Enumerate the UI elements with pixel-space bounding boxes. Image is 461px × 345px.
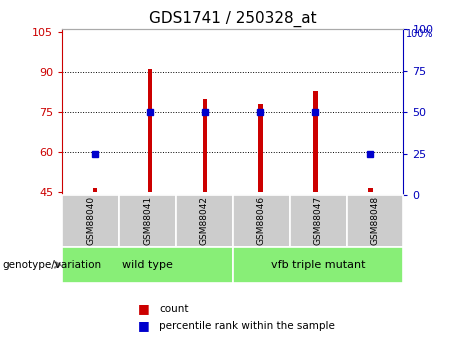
Title: GDS1741 / 250328_at: GDS1741 / 250328_at <box>149 10 317 27</box>
Text: count: count <box>159 304 189 314</box>
Text: GSM88041: GSM88041 <box>143 196 152 245</box>
Text: 100%: 100% <box>406 29 433 39</box>
Bar <box>313 91 318 192</box>
Text: genotype/variation: genotype/variation <box>2 260 101 270</box>
Text: GSM88048: GSM88048 <box>371 196 379 245</box>
Text: ■: ■ <box>138 302 150 315</box>
Bar <box>368 188 372 192</box>
Bar <box>258 104 262 192</box>
Bar <box>148 69 153 192</box>
Text: wild type: wild type <box>122 260 173 270</box>
Text: GSM88047: GSM88047 <box>313 196 323 245</box>
Text: percentile rank within the sample: percentile rank within the sample <box>159 321 335 331</box>
Text: GSM88046: GSM88046 <box>257 196 266 245</box>
Bar <box>203 99 207 192</box>
Text: ■: ■ <box>138 319 150 333</box>
Text: GSM88040: GSM88040 <box>86 196 95 245</box>
Text: vfb triple mutant: vfb triple mutant <box>271 260 365 270</box>
Bar <box>93 188 97 192</box>
Text: GSM88042: GSM88042 <box>200 196 209 245</box>
